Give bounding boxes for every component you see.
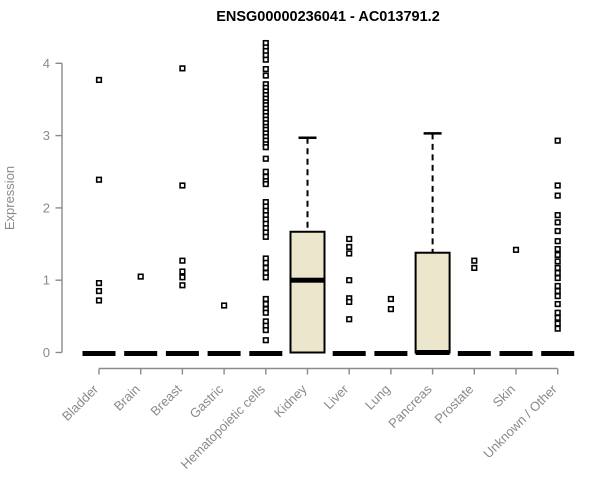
outlier-point: [554, 325, 561, 332]
outlier-point: [262, 56, 269, 63]
outlier-point: [262, 180, 269, 188]
outlier-point: [137, 273, 144, 280]
outlier-point: [262, 259, 269, 266]
outlier-point: [346, 235, 353, 243]
outlier-point: [346, 316, 353, 323]
outlier-point: [554, 182, 561, 189]
outlier-point: [554, 238, 561, 245]
outlier-point: [262, 155, 269, 162]
outlier-point: [346, 243, 353, 251]
outlier-point: [471, 264, 478, 272]
x-tick-label: Bladder: [59, 381, 102, 424]
outlier-point: [554, 258, 561, 265]
outlier-point: [387, 295, 395, 303]
outlier-point: [262, 168, 269, 175]
zero-bar: [124, 351, 158, 356]
chart-title: ENSG00000236041 - AC013791.2: [216, 9, 440, 25]
outlier-point: [554, 293, 561, 300]
outlier-point: [179, 274, 186, 281]
outlier-point: [346, 250, 353, 257]
outlier-point: [262, 337, 269, 344]
outlier-point: [346, 277, 353, 284]
median-line: [290, 277, 325, 283]
y-tick-label: 1: [43, 273, 50, 288]
x-tick-label: Gastric: [187, 381, 227, 421]
outlier-point: [262, 295, 269, 303]
x-tick-label: Unknown / Other: [480, 381, 560, 461]
y-tick-label: 0: [43, 345, 50, 360]
x-tick-label: Breast: [147, 381, 184, 418]
x-tick-label: Pancreas: [385, 381, 435, 431]
outlier-point: [179, 65, 186, 72]
zero-bar: [165, 351, 199, 356]
outlier-point: [554, 264, 561, 272]
y-axis-label: Expression: [2, 166, 17, 230]
outlier-point: [95, 76, 103, 84]
outlier-point: [262, 65, 269, 73]
outlier-point: [95, 287, 103, 295]
outlier-point: [262, 233, 269, 240]
outlier-point: [262, 309, 269, 316]
zero-bar: [249, 351, 283, 356]
outlier-point: [554, 274, 561, 282]
outlier-point: [179, 257, 186, 264]
outlier-point: [554, 314, 561, 321]
outlier-point: [179, 182, 186, 189]
outlier-point: [554, 320, 561, 327]
zero-bar: [499, 351, 533, 356]
x-tick-label: Brain: [111, 382, 143, 414]
outlier-point: [554, 219, 561, 226]
outlier-point: [554, 192, 561, 199]
zero-bar: [332, 351, 366, 356]
outlier-point: [554, 269, 561, 277]
outlier-point: [95, 176, 103, 183]
zero-bar: [374, 351, 408, 356]
outlier-point: [221, 302, 228, 309]
outlier-point: [554, 251, 561, 258]
outlier-point: [179, 282, 186, 289]
y-tick-label: 4: [43, 56, 50, 71]
box: [289, 230, 326, 354]
outlier-point: [262, 264, 269, 272]
outlier-point: [262, 326, 269, 334]
outlier-point: [554, 287, 561, 295]
zero-bar: [82, 351, 116, 356]
box: [414, 251, 451, 354]
zero-bar: [207, 351, 241, 356]
outlier-point: [262, 144, 269, 151]
outlier-point: [346, 298, 353, 305]
zero-bar: [457, 351, 491, 356]
outlier-point: [554, 309, 561, 316]
x-tick-label: Kidney: [271, 381, 310, 420]
x-tick-label: Lung: [362, 382, 393, 413]
y-tick-label: 3: [43, 128, 50, 143]
outlier-point: [554, 282, 561, 290]
outlier-point: [554, 137, 561, 144]
outlier-point: [554, 300, 561, 308]
median-line: [415, 350, 450, 355]
outlier-point: [554, 212, 561, 219]
x-tick-label: Liver: [321, 381, 352, 412]
outlier-point: [262, 274, 269, 281]
zero-bar: [541, 351, 575, 356]
outlier-point: [179, 268, 186, 275]
outlier-point: [95, 297, 103, 304]
x-tick-label: Prostate: [432, 382, 477, 427]
outlier-point: [95, 279, 103, 287]
outlier-point: [262, 72, 269, 79]
outlier-point: [262, 300, 269, 308]
outlier-point: [471, 257, 478, 264]
outlier-point: [512, 246, 520, 253]
outlier-point: [387, 306, 395, 313]
y-tick-label: 2: [43, 200, 50, 215]
x-tick-label: Skin: [490, 382, 518, 410]
outlier-point: [554, 246, 561, 253]
outlier-point: [554, 227, 561, 235]
